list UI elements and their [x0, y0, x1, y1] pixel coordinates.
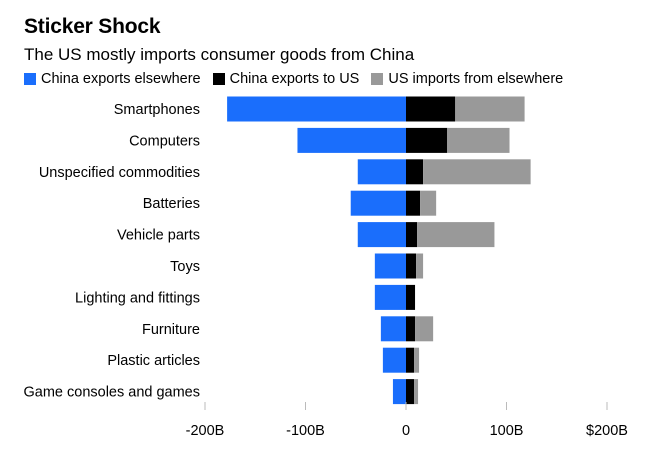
- chart-subtitle: The US mostly imports consumer goods fro…: [24, 45, 415, 64]
- legend-item-china-to-us: China exports to US: [212, 71, 360, 87]
- bar-china-elsewhere-lighting-and-fittings: [374, 284, 406, 310]
- bar-china-to-us-unspecified-commodities: [406, 159, 424, 185]
- category-label-smartphones: Smartphones: [114, 102, 200, 118]
- chart-title: Sticker Shock: [24, 15, 161, 38]
- bar-china-elsewhere-toys: [374, 253, 406, 279]
- bar-china-elsewhere-computers: [297, 127, 406, 153]
- category-label-lighting-and-fittings: Lighting and fittings: [75, 290, 200, 306]
- legend-item-us-elsewhere: US imports from elsewhere: [371, 71, 563, 87]
- bar-china-elsewhere-vehicle-parts: [357, 222, 406, 248]
- bar-china-to-us-smartphones: [406, 96, 456, 122]
- bar-us-elsewhere-furniture: [415, 316, 434, 342]
- legend-label-china-elsewhere: China exports elsewhere: [41, 71, 201, 87]
- bar-us-elsewhere-game-consoles-and-games: [414, 379, 419, 405]
- category-label-plastic-articles: Plastic articles: [107, 353, 200, 369]
- category-label-unspecified-commodities: Unspecified commodities: [39, 165, 200, 181]
- legend-swatch-china-to-us: [212, 73, 225, 85]
- category-label-toys: Toys: [170, 259, 200, 275]
- bar-china-elsewhere-unspecified-commodities: [357, 159, 406, 185]
- category-label-game-consoles-and-games: Game consoles and games: [23, 385, 200, 401]
- bar-china-to-us-batteries: [406, 190, 421, 216]
- legend-label-china-to-us: China exports to US: [229, 71, 360, 87]
- x-tick-label: 100B: [490, 423, 524, 439]
- bar-china-elsewhere-smartphones: [227, 96, 406, 122]
- bar-china-to-us-vehicle-parts: [406, 222, 418, 248]
- bar-us-elsewhere-plastic-articles: [414, 347, 420, 373]
- bar-china-elsewhere-batteries: [350, 190, 406, 216]
- bar-china-to-us-plastic-articles: [406, 347, 415, 373]
- bar-china-to-us-lighting-and-fittings: [406, 284, 416, 310]
- category-label-vehicle-parts: Vehicle parts: [117, 228, 200, 244]
- legend: China exports elsewhere China exports to…: [24, 71, 575, 87]
- bar-us-elsewhere-batteries: [420, 190, 437, 216]
- bar-us-elsewhere-computers: [447, 127, 510, 153]
- bar-china-to-us-game-consoles-and-games: [406, 379, 415, 405]
- bar-us-elsewhere-smartphones: [455, 96, 525, 122]
- legend-label-us-elsewhere: US imports from elsewhere: [388, 71, 564, 87]
- legend-swatch-us-elsewhere: [371, 73, 384, 85]
- category-label-batteries: Batteries: [143, 196, 200, 212]
- x-tick-label: -100B: [286, 423, 325, 439]
- bar-us-elsewhere-unspecified-commodities: [423, 159, 531, 185]
- bar-china-elsewhere-furniture: [380, 316, 406, 342]
- x-tick-label: $200B: [586, 423, 628, 439]
- x-tick-label: 0: [402, 423, 410, 439]
- bar-us-elsewhere-vehicle-parts: [417, 222, 495, 248]
- bar-china-elsewhere-game-consoles-and-games: [392, 379, 406, 405]
- bar-china-to-us-furniture: [406, 316, 416, 342]
- legend-item-china-elsewhere: China exports elsewhere: [24, 71, 201, 87]
- bar-china-to-us-toys: [406, 253, 417, 279]
- bar-china-to-us-computers: [406, 127, 448, 153]
- bar-us-elsewhere-toys: [416, 253, 424, 279]
- category-label-computers: Computers: [129, 133, 200, 149]
- legend-swatch-china-elsewhere: [24, 73, 36, 85]
- category-label-furniture: Furniture: [142, 322, 200, 338]
- x-tick-label: -200B: [186, 423, 225, 439]
- bar-china-elsewhere-plastic-articles: [382, 347, 406, 373]
